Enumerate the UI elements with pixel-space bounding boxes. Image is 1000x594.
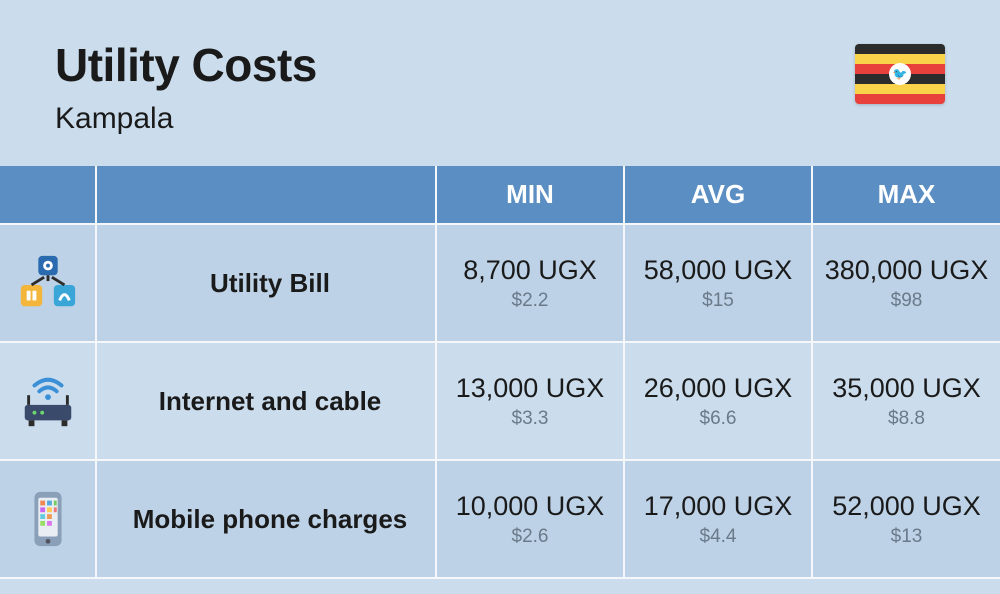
flag-emblem: 🐦 (889, 63, 911, 85)
value-usd: $8.8 (813, 408, 1000, 430)
row-label: Internet and cable (96, 342, 436, 460)
table-row: Internet and cable 13,000 UGX $3.3 26,00… (0, 342, 1000, 460)
table-header-min: MIN (436, 166, 624, 224)
flag-stripe (855, 94, 945, 104)
cell-max: 52,000 UGX $13 (812, 460, 1000, 578)
value-usd: $15 (625, 290, 811, 312)
value-usd: $98 (813, 290, 1000, 312)
cell-max: 380,000 UGX $98 (812, 224, 1000, 342)
cost-table: MIN AVG MAX (0, 166, 1000, 579)
table-header-blank (96, 166, 436, 224)
value-local: 13,000 UGX (437, 373, 623, 404)
value-local: 35,000 UGX (813, 373, 1000, 404)
cell-avg: 26,000 UGX $6.6 (624, 342, 812, 460)
value-usd: $2.6 (437, 526, 623, 548)
flag-stripe (855, 84, 945, 94)
table-header-max: MAX (812, 166, 1000, 224)
cell-min: 8,700 UGX $2.2 (436, 224, 624, 342)
value-usd: $6.6 (625, 408, 811, 430)
value-usd: $2.2 (437, 290, 623, 312)
value-local: 58,000 UGX (625, 255, 811, 286)
row-label: Mobile phone charges (96, 460, 436, 578)
value-local: 26,000 UGX (625, 373, 811, 404)
value-local: 8,700 UGX (437, 255, 623, 286)
row-label: Utility Bill (96, 224, 436, 342)
page-subtitle: Kampala (55, 102, 317, 136)
value-usd: $4.4 (625, 526, 811, 548)
cell-min: 10,000 UGX $2.6 (436, 460, 624, 578)
title-block: Utility Costs Kampala (55, 38, 317, 136)
table-header-avg: AVG (624, 166, 812, 224)
utility-icon (0, 252, 95, 314)
cell-avg: 58,000 UGX $15 (624, 224, 812, 342)
table-row: Utility Bill 8,700 UGX $2.2 58,000 UGX $… (0, 224, 1000, 342)
value-usd: $3.3 (437, 408, 623, 430)
cell-min: 13,000 UGX $3.3 (436, 342, 624, 460)
flag-uganda: 🐦 (855, 44, 945, 104)
row-icon-cell (0, 342, 96, 460)
value-local: 380,000 UGX (813, 255, 1000, 286)
row-icon-cell (0, 460, 96, 578)
value-local: 52,000 UGX (813, 491, 1000, 522)
row-icon-cell (0, 224, 96, 342)
value-local: 10,000 UGX (437, 491, 623, 522)
router-icon (0, 370, 95, 432)
page-title: Utility Costs (55, 38, 317, 92)
value-local: 17,000 UGX (625, 491, 811, 522)
table-header-blank (0, 166, 96, 224)
table-header-row: MIN AVG MAX (0, 166, 1000, 224)
value-usd: $13 (813, 526, 1000, 548)
flag-stripe (855, 44, 945, 54)
cell-avg: 17,000 UGX $4.4 (624, 460, 812, 578)
table-row: Mobile phone charges 10,000 UGX $2.6 17,… (0, 460, 1000, 578)
phone-icon (0, 488, 95, 550)
header: Utility Costs Kampala 🐦 (0, 0, 1000, 166)
cell-max: 35,000 UGX $8.8 (812, 342, 1000, 460)
